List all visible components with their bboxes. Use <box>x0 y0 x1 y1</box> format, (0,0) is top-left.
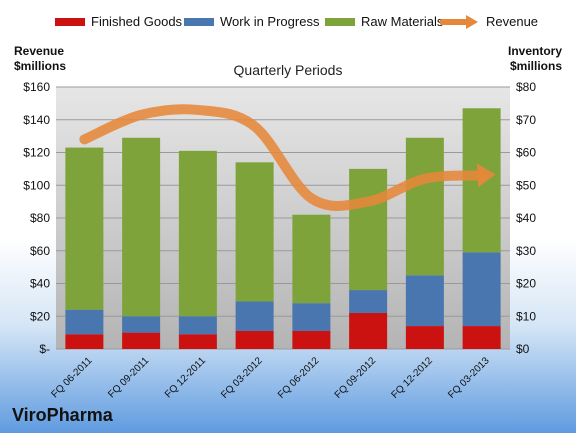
y-right-tick-label: $30 <box>516 244 536 258</box>
legend-arrow-icon <box>440 14 478 29</box>
left-axis-title: Revenue $millions <box>14 44 66 74</box>
bar-raw-materials <box>292 214 331 304</box>
bar-raw-materials <box>235 162 274 302</box>
y-left-tick-label: $120 <box>23 146 50 160</box>
legend-item-raw-materials: Raw Materials <box>325 14 443 29</box>
bar-work-in-progress <box>178 316 217 335</box>
bar-finished-goods <box>405 326 444 349</box>
y-left-tick-label: $60 <box>30 244 50 258</box>
x-tick-label: FQ 06-2012 <box>276 355 322 401</box>
x-tick-label: FQ 09-2011 <box>106 355 151 400</box>
x-tick-label: FQ 03-2012 <box>219 355 265 401</box>
bar-finished-goods <box>349 312 388 349</box>
bar-finished-goods <box>462 326 501 349</box>
brand-label: ViroPharma <box>12 405 113 425</box>
bar-raw-materials <box>405 137 444 276</box>
bar-finished-goods <box>122 332 161 349</box>
y-right-tick-label: $70 <box>516 113 536 127</box>
left-axis-title-line-1: Revenue <box>14 44 65 58</box>
chart-subtitle: Quarterly Periods <box>233 62 343 78</box>
y-right-tick-label: $0 <box>516 342 530 356</box>
y-right-tick-label: $60 <box>516 146 536 160</box>
legend-swatch-work-in-progress <box>184 17 214 26</box>
x-tick-label: FQ 12-2011 <box>163 355 208 400</box>
x-tick-label: FQ 09-2012 <box>333 355 379 401</box>
bar-raw-materials <box>349 168 388 291</box>
legend-swatch-raw-materials <box>325 17 355 26</box>
bar-work-in-progress <box>65 309 104 335</box>
bar-work-in-progress <box>462 252 501 327</box>
y-left-tick-label: $100 <box>23 178 50 192</box>
legend-item-revenue: Revenue <box>440 14 538 29</box>
legend-item-finished-goods: Finished Goods <box>55 14 182 29</box>
legend-label-raw-materials: Raw Materials <box>361 14 444 29</box>
right-axis-title-line-1: Inventory <box>507 44 562 58</box>
bars-layer <box>65 108 501 349</box>
y-left-tick-label: $40 <box>30 277 50 291</box>
y-left-tick-label: $160 <box>23 80 50 94</box>
y-right-tick-label: $50 <box>516 178 536 192</box>
bar-finished-goods <box>65 334 104 349</box>
bar-finished-goods <box>235 330 274 349</box>
x-tick-label: FQ 03-2013 <box>446 355 492 401</box>
y-right-tick-label: $10 <box>516 309 536 323</box>
x-tick-label: FQ 12-2012 <box>389 355 435 401</box>
y-right-tick-label: $20 <box>516 277 536 291</box>
x-tick-label: FQ 06-2011 <box>50 355 95 400</box>
legend-swatch-finished-goods <box>55 17 85 26</box>
bar-raw-materials <box>122 137 161 317</box>
bar-work-in-progress <box>292 303 331 331</box>
bar-work-in-progress <box>349 290 388 313</box>
bar-work-in-progress <box>405 275 444 327</box>
right-axis-title: Inventory $millions <box>508 44 562 74</box>
bar-finished-goods <box>292 330 331 349</box>
bar-raw-materials <box>178 150 217 317</box>
y-left-tick-label: $140 <box>23 113 50 127</box>
bar-work-in-progress <box>122 316 161 333</box>
legend-label-finished-goods: Finished Goods <box>91 14 183 29</box>
y-left-tick-label: $80 <box>30 211 50 225</box>
y-left-tick-label: $20 <box>30 309 50 323</box>
legend-label-work-in-progress: Work in Progress <box>220 14 320 29</box>
legend: Finished Goods Work in Progress Raw Mate… <box>0 0 576 36</box>
revenue-line <box>79 104 487 211</box>
revenue-arrowhead <box>476 163 496 188</box>
bar-work-in-progress <box>235 301 274 331</box>
bar-raw-materials <box>65 147 104 310</box>
revenue-line-layer <box>79 104 496 211</box>
left-axis-title-line-2: $millions <box>14 59 67 73</box>
y-right-tick-label: $40 <box>516 211 536 225</box>
legend-item-work-in-progress: Work in Progress <box>184 14 319 29</box>
legend-label-revenue: Revenue <box>486 14 539 29</box>
y-right-tick-label: $80 <box>516 80 536 94</box>
y-left-tick-label: $- <box>39 342 50 356</box>
bar-finished-goods <box>178 334 217 349</box>
right-axis-title-line-2: $millions <box>509 59 562 73</box>
